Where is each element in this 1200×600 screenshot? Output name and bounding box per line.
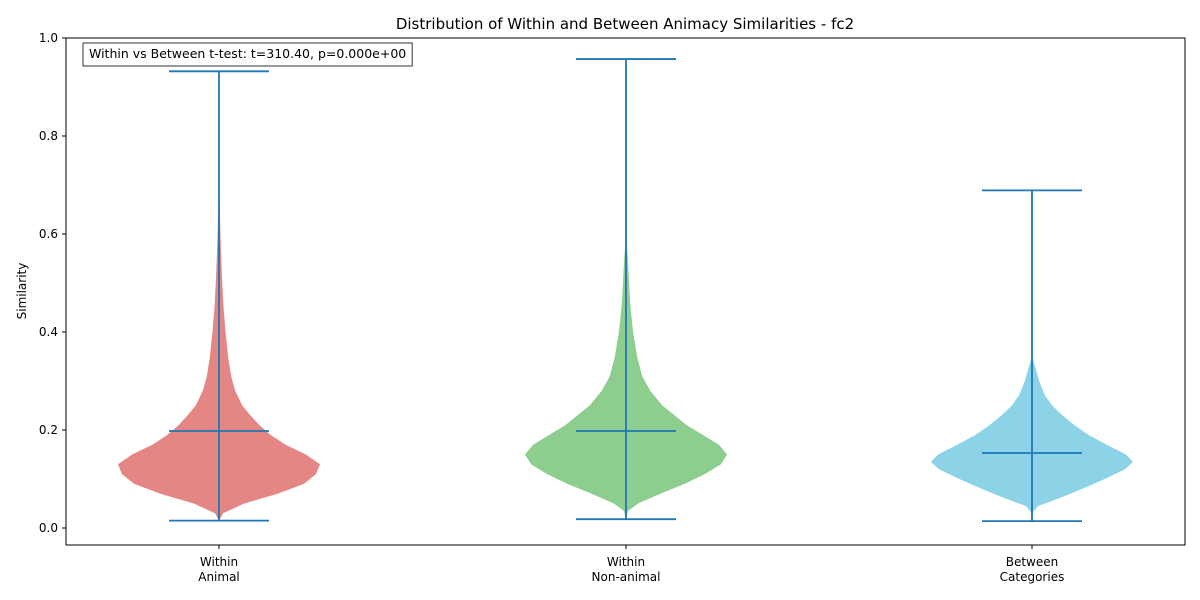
plot-area: 0.00.20.40.60.81.0WithinAnimalWithinNon-… [39,31,1186,584]
y-tick-label: 0.8 [39,129,58,143]
x-tick-label: Between [1006,555,1059,569]
annotation-box [82,42,413,67]
annotation-text: Within vs Between t-test: t=310.40, p=0.… [89,46,406,61]
y-tick-label: 0.4 [39,325,58,339]
y-axis-label: Similarity [15,263,29,320]
x-tick-label: Within [200,555,238,569]
x-tick-label: Within [607,555,645,569]
y-tick-label: 0.6 [39,227,58,241]
y-tick-label: 0.2 [39,423,58,437]
y-tick-label: 1.0 [39,31,58,45]
x-tick-label: Categories [1000,570,1065,584]
y-tick-label: 0.0 [39,521,58,535]
x-tick-label: Non-animal [592,570,661,584]
chart-title: Distribution of Within and Between Anima… [396,15,854,33]
x-tick-label: Animal [198,570,240,584]
